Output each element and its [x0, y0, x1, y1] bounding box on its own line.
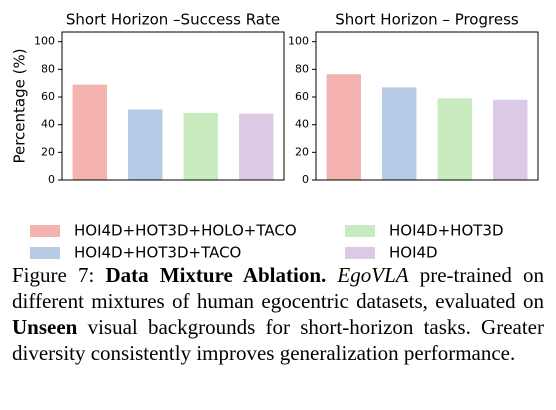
y-tick-label: 80 [295, 62, 309, 75]
axes-frame [61, 31, 285, 181]
y-tick-label: 60 [295, 90, 309, 103]
y-tick-label: 80 [41, 62, 55, 75]
chart: Short Horizon –Success Rate Percentage (%… [11, 11, 539, 262]
caption-text: Unseen [12, 315, 78, 339]
legend-label: HOI4D [389, 244, 438, 262]
y-tick-label: 20 [295, 145, 309, 158]
caption-text: EgoVLA [337, 263, 409, 287]
caption-text [326, 263, 337, 287]
y-tick-label: 40 [295, 118, 309, 131]
caption-text: Data Mixture Ablation. [105, 263, 327, 287]
bar [128, 109, 163, 180]
chart-title: Short Horizon – Progress [335, 11, 519, 29]
legend-swatch [30, 247, 60, 259]
bar [239, 113, 274, 180]
legend-swatch [30, 225, 60, 237]
bar [437, 98, 472, 180]
legend-label: HOI4D+HOT3D [389, 222, 504, 240]
bar [326, 74, 361, 180]
bar [183, 112, 218, 180]
bar [493, 99, 528, 180]
y-tick-label: 0 [48, 173, 55, 186]
axes-frame [315, 31, 539, 181]
legend-swatch [345, 225, 375, 237]
y-tick-label: 60 [41, 90, 55, 103]
caption: Figure 7: Data Mixture Ablation. EgoVLA … [12, 262, 544, 366]
caption-text: visual backgrounds for short-horizon tas… [12, 315, 544, 365]
y-tick-label: 100 [34, 35, 55, 48]
y-tick-label: 100 [288, 35, 309, 48]
legend-label: HOI4D+HOT3D+TACO [74, 244, 241, 262]
legend-label: HOI4D+HOT3D+HOLO+TACO [74, 222, 297, 240]
bar [382, 87, 417, 180]
caption-text: pre-trained on different mixtures of hum… [12, 263, 544, 313]
caption-text: Figure 7: [12, 263, 106, 287]
y-axis-label: Percentage (%) [11, 48, 29, 163]
y-tick-label: 0 [302, 173, 309, 186]
chart-title: Short Horizon –Success Rate [66, 11, 280, 29]
y-tick-label: 40 [41, 118, 55, 131]
bar [72, 84, 107, 180]
legend-swatch [345, 247, 375, 259]
y-tick-label: 20 [41, 145, 55, 158]
